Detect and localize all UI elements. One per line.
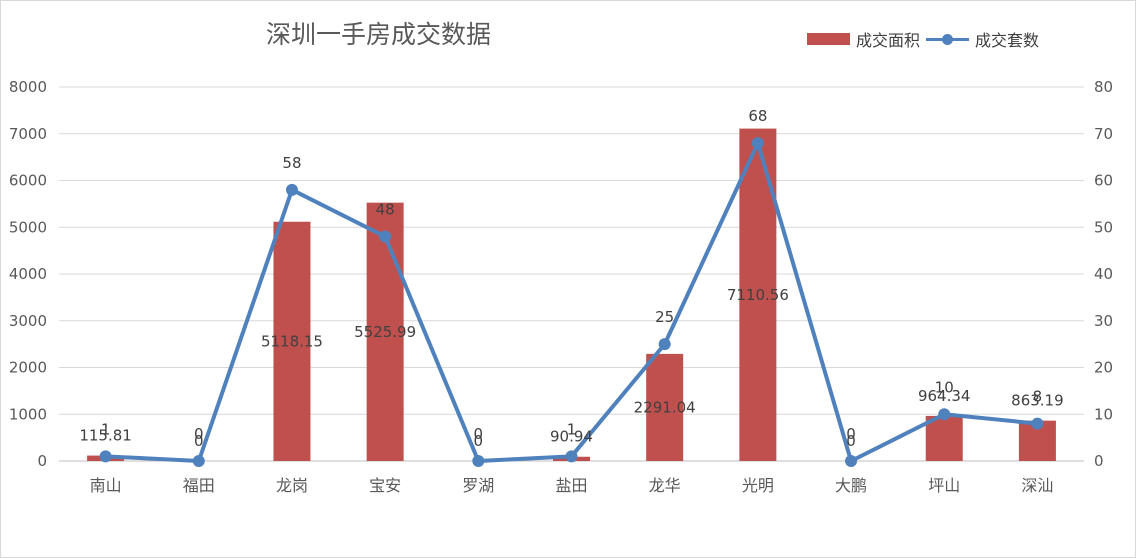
bar-data-label: 0 [846,432,856,450]
x-category-label: 宝安 [369,476,401,495]
y-right-tick-label: 50 [1094,218,1113,236]
x-category-label: 盐田 [555,476,587,495]
y-left-tick-label: 6000 [9,172,47,190]
line-data-label: 1 [567,420,577,438]
legend-line-swatch [926,33,970,45]
bar-data-label: 0 [474,432,484,450]
y-right-tick-label: 40 [1094,265,1113,283]
line-point-4 [472,455,485,467]
bar-data-label: 7110.56 [727,286,789,304]
legend-item-count: 成交套数 [926,27,1039,51]
line-data-label: 10 [935,378,954,396]
y-left-tick-label: 0 [37,452,47,470]
y-right-tick-label: 10 [1094,405,1113,423]
line-point-6 [658,338,671,351]
bar-data-label: 5118.15 [261,332,323,350]
legend-label-count: 成交套数 [975,31,1040,50]
line-data-label: 8 [1033,388,1043,406]
line-point-9 [938,408,951,421]
line-point-1 [192,455,205,467]
line-point-2 [285,183,298,196]
y-left-tick-label: 1000 [9,405,47,423]
y-left-tick-label: 7000 [9,125,47,143]
y-right-tick-label: 70 [1094,125,1113,143]
y-right-tick-label: 0 [1094,452,1104,470]
chart-title: 深圳一手房成交数据 [266,20,492,49]
line-point-7 [751,137,764,150]
line-point-8 [845,455,858,467]
line-point-5 [565,450,578,463]
x-category-label: 龙华 [649,476,681,495]
bar-6 [646,353,684,461]
bar-data-label: 90.94 [550,428,593,446]
x-category-label: 坪山 [928,476,960,495]
x-category-label: 福田 [183,476,215,495]
y-right-tick-label: 30 [1094,312,1113,330]
y-right-tick-label: 60 [1094,172,1113,190]
y-left-tick-label: 5000 [9,218,47,236]
chart-legend: 成交面积 成交套数 [807,28,1045,50]
line-point-0 [99,450,112,463]
legend-item-area: 成交面积 [807,27,920,51]
line-data-label: 1 [101,420,111,438]
bar-data-label: 964.34 [918,387,971,405]
y-left-tick-label: 4000 [9,265,47,283]
bar-2 [273,221,311,461]
x-category-label: 南山 [90,476,122,495]
line-data-label: 68 [748,107,767,125]
legend-bar-swatch [807,33,850,45]
y-left-tick-label: 2000 [9,359,47,377]
x-category-label: 龙岗 [276,476,308,495]
y-right-tick-label: 20 [1094,359,1113,377]
bar-data-label: 2291.04 [634,398,696,416]
line-point-3 [379,230,392,243]
line-data-label: 25 [655,308,674,326]
y-left-tick-label: 3000 [9,312,47,330]
line-data-label: 58 [282,154,301,172]
bar-3 [366,202,404,461]
line-data-label: 48 [376,201,395,219]
x-category-label: 大鹏 [835,476,867,495]
bar-9 [925,415,963,461]
line-series-count [105,141,1038,463]
x-category-label: 光明 [742,476,774,495]
line-point-10 [1031,417,1044,430]
bar-data-label: 115.81 [79,427,132,445]
line-data-label: 0 [194,425,204,443]
legend-label-area: 成交面积 [856,31,921,50]
line-data-label: 0 [474,425,484,443]
x-category-label: 罗湖 [462,476,494,495]
y-right-tick-label: 80 [1094,78,1113,96]
bar-data-label: 863.19 [1011,392,1064,410]
x-category-label: 深汕 [1021,476,1053,495]
bar-data-label: 5525.99 [354,323,416,341]
bar-data-label: 0 [194,432,204,450]
y-left-tick-label: 8000 [9,78,47,96]
line-data-label: 0 [846,425,856,443]
